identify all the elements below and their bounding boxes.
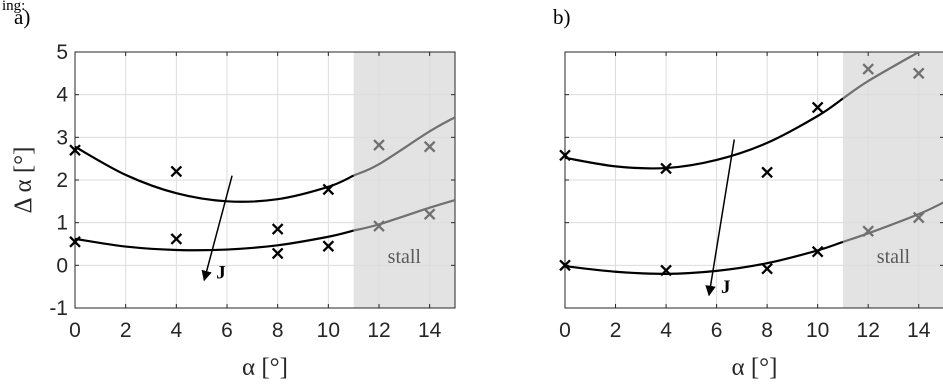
data-point bbox=[559, 259, 571, 272]
series-1 bbox=[565, 52, 920, 170]
fit-curve-pre-stall bbox=[75, 145, 355, 203]
y-tick-label: 4 bbox=[56, 84, 68, 107]
data-point bbox=[322, 183, 335, 196]
data-point bbox=[170, 233, 183, 245]
fit-curve-stall bbox=[353, 116, 455, 177]
data-point bbox=[373, 220, 385, 232]
series-1 bbox=[75, 116, 455, 203]
y-tick-label: 1 bbox=[56, 212, 68, 235]
data-point bbox=[423, 140, 436, 153]
data-point bbox=[862, 225, 875, 238]
data-point bbox=[322, 240, 335, 252]
trend-arrow bbox=[705, 139, 736, 297]
data-point bbox=[912, 211, 925, 224]
y-tick-label: 5 bbox=[56, 41, 68, 64]
data-point bbox=[373, 139, 385, 151]
x-tick-label: 6 bbox=[221, 319, 233, 342]
data-point bbox=[660, 264, 672, 277]
y-tick-label: -1 bbox=[49, 297, 68, 320]
x-tick-label: 0 bbox=[69, 319, 81, 342]
fit-curve-pre-stall bbox=[565, 240, 844, 275]
data-point bbox=[271, 247, 284, 260]
series-2 bbox=[75, 199, 455, 252]
x-tick-label: 4 bbox=[170, 319, 182, 342]
data-point bbox=[69, 144, 81, 156]
data-point bbox=[559, 149, 571, 162]
fit-curve-pre-stall bbox=[565, 97, 844, 170]
data-point bbox=[761, 166, 773, 179]
stall-label: stall bbox=[877, 246, 911, 268]
panel-label: b) bbox=[553, 5, 571, 29]
fit-curve-pre-stall bbox=[75, 229, 354, 252]
x-tick-label: 12 bbox=[367, 319, 390, 342]
data-point bbox=[170, 165, 183, 178]
chart-panel-b: b) 0 2 4 6 8 10 12 14 α [°] stall J bbox=[553, 5, 943, 381]
x-tick-label: 14 bbox=[907, 319, 931, 342]
x-tick-label: 10 bbox=[806, 319, 829, 342]
x-axis-label: α [°] bbox=[732, 354, 778, 381]
y-tick-label: 2 bbox=[56, 169, 68, 192]
x-tick-label: 10 bbox=[317, 319, 340, 342]
y-axis-label: Δ α [°] bbox=[10, 147, 37, 214]
x-tick-label: 2 bbox=[610, 319, 622, 342]
data-point bbox=[271, 223, 284, 235]
data-point bbox=[423, 208, 436, 220]
fit-curve-stall bbox=[353, 199, 455, 232]
y-tick-label: 3 bbox=[56, 126, 68, 149]
data-point bbox=[862, 63, 875, 75]
x-tick-label: 8 bbox=[761, 319, 773, 342]
x-tick-label: 14 bbox=[418, 319, 442, 342]
data-point bbox=[660, 162, 672, 175]
x-axis-label: α [°] bbox=[242, 354, 288, 381]
x-tick-label: 0 bbox=[559, 319, 571, 342]
arrow-label: J bbox=[216, 262, 226, 283]
data-point bbox=[69, 236, 81, 248]
top-text-fragment: ing: bbox=[2, 0, 25, 14]
x-tick-label: 4 bbox=[660, 319, 672, 342]
stall-label: stall bbox=[388, 246, 422, 268]
data-point bbox=[761, 262, 773, 275]
fit-curve-stall bbox=[842, 52, 920, 100]
x-tick-label: 8 bbox=[272, 319, 284, 342]
data-point bbox=[912, 67, 925, 80]
y-tick-label: 0 bbox=[56, 254, 68, 277]
data-point bbox=[811, 101, 824, 114]
arrow-label: J bbox=[721, 277, 731, 298]
x-tick-label: 12 bbox=[857, 319, 880, 342]
x-tick-label: 2 bbox=[120, 319, 132, 342]
trend-arrow bbox=[201, 175, 233, 282]
panel-label: a) bbox=[14, 5, 30, 29]
fit-curve-stall bbox=[842, 201, 943, 243]
data-point bbox=[811, 245, 824, 258]
x-tick-label: 6 bbox=[711, 319, 723, 342]
